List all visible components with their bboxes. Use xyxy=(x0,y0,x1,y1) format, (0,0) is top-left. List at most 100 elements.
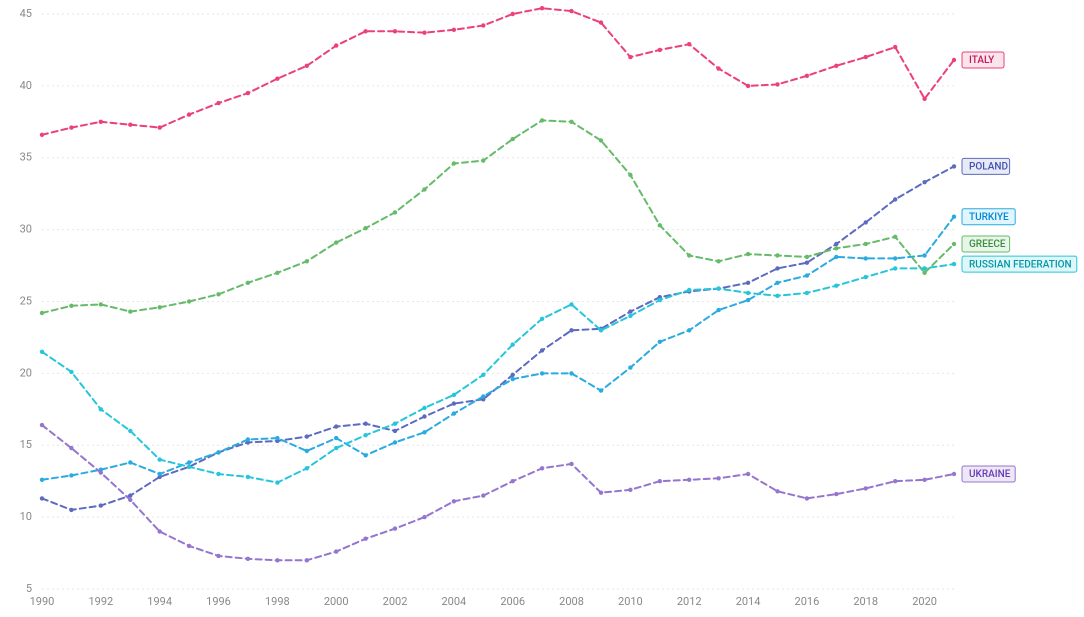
series-point xyxy=(569,328,573,332)
series-point xyxy=(805,261,809,265)
series-point xyxy=(893,266,897,270)
series-point xyxy=(363,433,367,437)
x-tick-label: 2020 xyxy=(912,595,937,608)
series-point xyxy=(922,271,926,275)
series-point xyxy=(746,281,750,285)
series-label-text: TURKIYE xyxy=(969,212,1009,223)
series-point xyxy=(569,302,573,306)
y-tick-label: 35 xyxy=(20,151,32,164)
series-point xyxy=(864,220,868,224)
series-point xyxy=(864,242,868,246)
series-point xyxy=(569,9,573,13)
series-point xyxy=(99,503,103,507)
series-point xyxy=(69,508,73,512)
series-point xyxy=(275,436,279,440)
series-point xyxy=(158,457,162,461)
series-point xyxy=(775,489,779,493)
series-point xyxy=(158,529,162,533)
series-point xyxy=(363,226,367,230)
series-point xyxy=(334,446,338,450)
series-point xyxy=(805,74,809,78)
series-point xyxy=(246,91,250,95)
series-point xyxy=(864,55,868,59)
series-point xyxy=(481,23,485,27)
series-point xyxy=(158,125,162,129)
series-point xyxy=(246,437,250,441)
series-point xyxy=(334,549,338,553)
line-chart: 5101520253035404519901992199419961998200… xyxy=(0,0,1084,617)
series-label-text: ITALY xyxy=(969,55,995,66)
series-point xyxy=(599,388,603,392)
series-point xyxy=(246,281,250,285)
y-tick-label: 45 xyxy=(20,7,32,20)
series-point xyxy=(334,43,338,47)
series-point xyxy=(893,235,897,239)
series-point xyxy=(393,440,397,444)
series-point xyxy=(893,197,897,201)
series-point xyxy=(511,342,515,346)
series-label-text: GREECE xyxy=(969,239,1006,250)
series-point xyxy=(187,299,191,303)
y-tick-label: 5 xyxy=(26,582,32,595)
series-point xyxy=(952,215,956,219)
series-point xyxy=(305,434,309,438)
x-tick-label: 1990 xyxy=(30,595,55,608)
series-point xyxy=(952,164,956,168)
series-point xyxy=(746,84,750,88)
x-tick-label: 2006 xyxy=(500,595,525,608)
series-point xyxy=(40,311,44,315)
series-point xyxy=(952,242,956,246)
series-point xyxy=(805,291,809,295)
series-point xyxy=(893,256,897,260)
series-point xyxy=(481,373,485,377)
series-point xyxy=(716,308,720,312)
series-point xyxy=(746,252,750,256)
series-point xyxy=(687,478,691,482)
series-point xyxy=(128,498,132,502)
x-tick-label: 2018 xyxy=(853,595,878,608)
series-point xyxy=(952,262,956,266)
series-point xyxy=(864,486,868,490)
y-tick-label: 25 xyxy=(20,294,32,307)
series-point xyxy=(922,97,926,101)
series-point xyxy=(746,298,750,302)
series-point xyxy=(658,48,662,52)
series-point xyxy=(305,64,309,68)
series-point xyxy=(99,302,103,306)
series-point xyxy=(687,253,691,257)
series-point xyxy=(216,450,220,454)
series-point xyxy=(393,29,397,33)
series-point xyxy=(40,478,44,482)
series-point xyxy=(628,488,632,492)
series-point xyxy=(422,406,426,410)
series-point xyxy=(864,256,868,260)
series-label-text: RUSSIAN FEDERATION xyxy=(969,259,1072,270)
series-point xyxy=(99,470,103,474)
series-point xyxy=(69,370,73,374)
series-point xyxy=(334,240,338,244)
series-point xyxy=(305,449,309,453)
series-point xyxy=(540,118,544,122)
series-point xyxy=(305,466,309,470)
series-point xyxy=(805,496,809,500)
y-tick-label: 40 xyxy=(20,79,32,92)
series-point xyxy=(334,436,338,440)
series-point xyxy=(922,253,926,257)
series-point xyxy=(128,429,132,433)
series-point xyxy=(481,158,485,162)
series-point xyxy=(481,394,485,398)
series-point xyxy=(716,476,720,480)
series-point xyxy=(716,286,720,290)
series-point xyxy=(275,558,279,562)
series-point xyxy=(834,64,838,68)
series-point xyxy=(716,66,720,70)
series-point xyxy=(746,472,750,476)
y-tick-label: 30 xyxy=(20,223,32,236)
series-point xyxy=(452,499,456,503)
series-point xyxy=(805,273,809,277)
series-point xyxy=(687,328,691,332)
series-point xyxy=(540,6,544,10)
series-point xyxy=(540,466,544,470)
series-point xyxy=(216,554,220,558)
series-label-text: UKRAINE xyxy=(969,469,1011,480)
